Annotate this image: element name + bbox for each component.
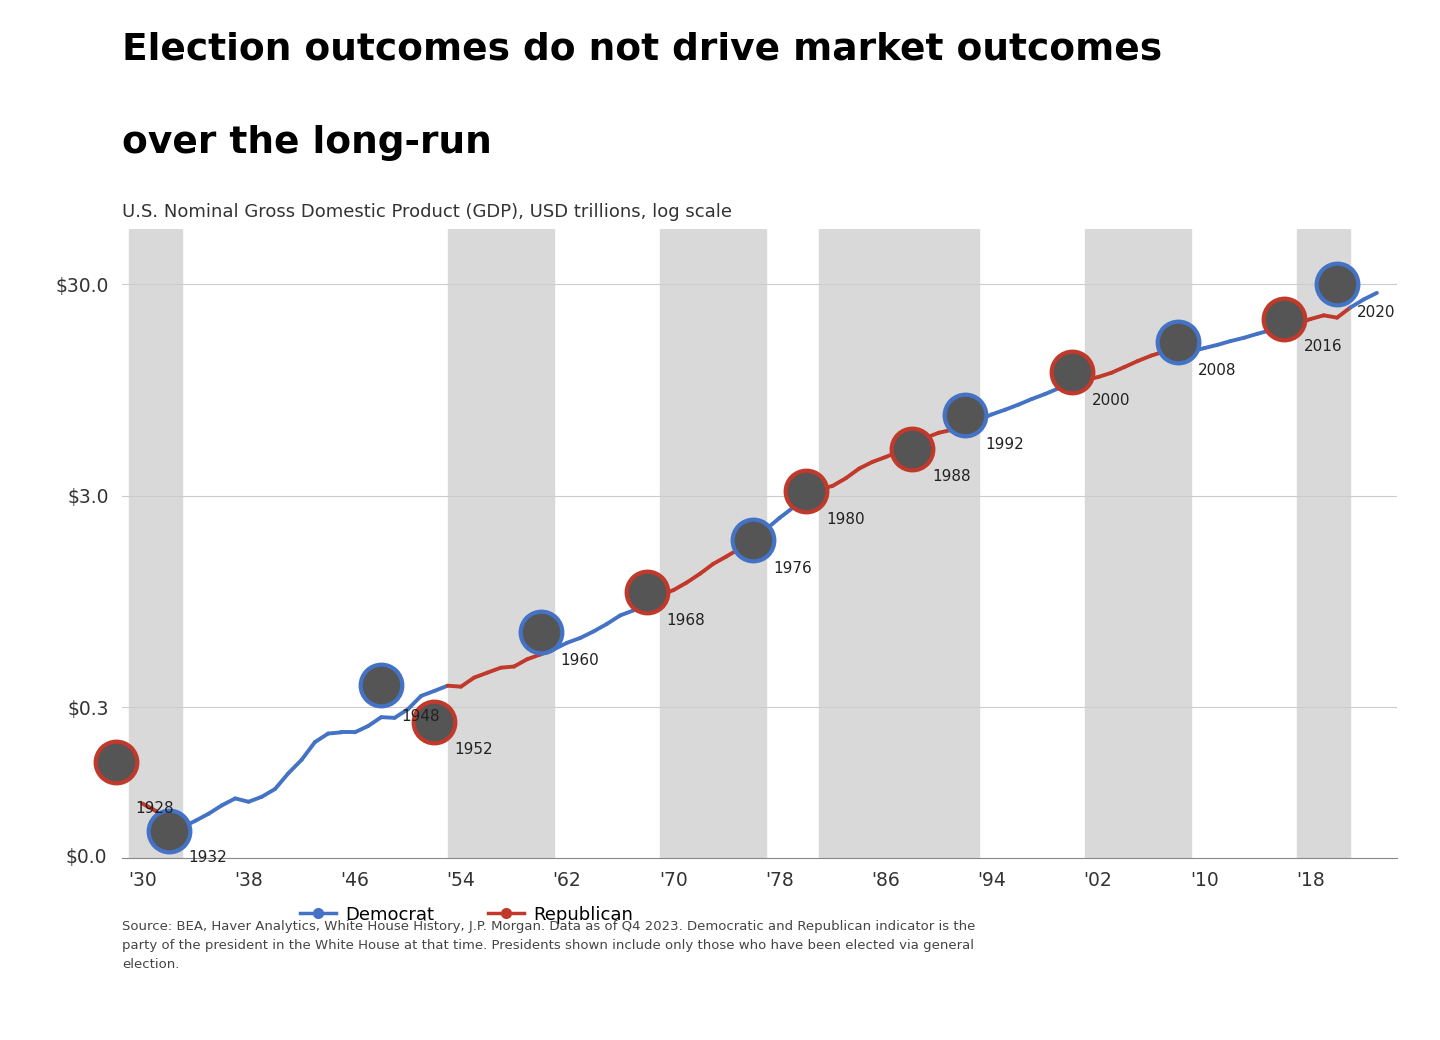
Text: 2016: 2016 bbox=[1303, 339, 1342, 355]
Text: 1988: 1988 bbox=[932, 469, 971, 485]
Bar bbox=[660, 229, 766, 858]
Text: Election outcomes do not drive market outcomes: Election outcomes do not drive market ou… bbox=[122, 31, 1162, 68]
Text: 2008: 2008 bbox=[1198, 363, 1236, 378]
Text: 1928: 1928 bbox=[135, 801, 174, 816]
Bar bbox=[448, 229, 554, 858]
Text: 2020: 2020 bbox=[1356, 305, 1395, 320]
Text: 1992: 1992 bbox=[985, 437, 1024, 451]
Bar bbox=[130, 229, 181, 858]
Text: $0.0: $0.0 bbox=[66, 849, 107, 867]
Text: U.S. Nominal Gross Domestic Product (GDP), USD trillions, log scale: U.S. Nominal Gross Domestic Product (GDP… bbox=[122, 203, 733, 220]
Text: 1932: 1932 bbox=[189, 851, 228, 865]
Text: over the long-run: over the long-run bbox=[122, 125, 492, 161]
Text: 1952: 1952 bbox=[454, 743, 492, 757]
Text: 1960: 1960 bbox=[560, 653, 599, 669]
Text: Source: BEA, Haver Analytics, White House History, J.P. Morgan. Data as of Q4 20: Source: BEA, Haver Analytics, White Hous… bbox=[122, 920, 976, 971]
Legend: Democrat, Republican: Democrat, Republican bbox=[292, 899, 641, 931]
Text: 1968: 1968 bbox=[667, 613, 706, 628]
Text: 1980: 1980 bbox=[827, 512, 864, 527]
Bar bbox=[1297, 229, 1351, 858]
Bar bbox=[1084, 229, 1191, 858]
Text: 1976: 1976 bbox=[773, 561, 812, 576]
Text: 1948: 1948 bbox=[402, 708, 439, 724]
Bar bbox=[819, 229, 979, 858]
Text: 2000: 2000 bbox=[1092, 393, 1130, 408]
